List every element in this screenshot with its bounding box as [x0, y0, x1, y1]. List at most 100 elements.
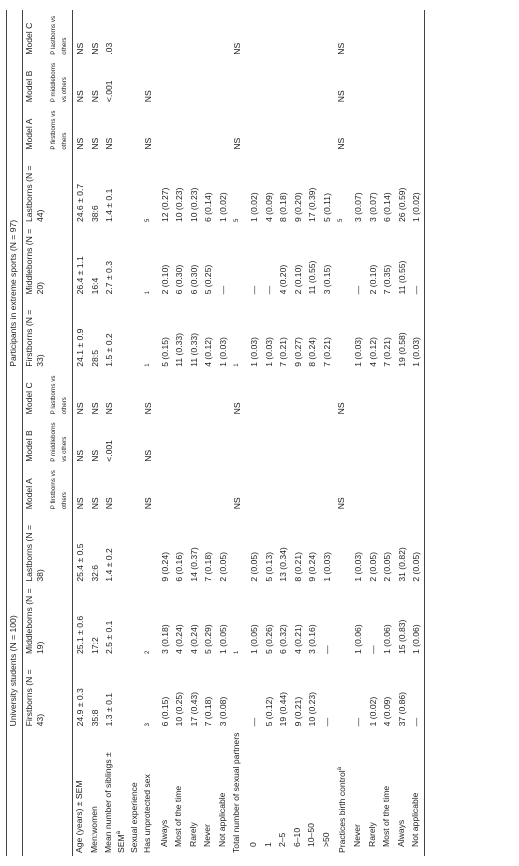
data-table: University students (N = 100) Participant…	[6, 10, 425, 856]
cell-value: —	[321, 717, 332, 727]
cell: 1 (0.02)	[247, 153, 262, 225]
cell: 9 (0.20)	[291, 153, 306, 225]
cell-value: 24.6 ± 0.7	[75, 183, 85, 223]
cell	[128, 58, 141, 105]
cell: 1	[230, 585, 246, 657]
cell: 5 (0.29)	[201, 585, 216, 657]
column-header: Firstborns (N = 43)	[24, 669, 45, 727]
cell: 6 (0.30)	[172, 225, 187, 297]
cell: NS	[141, 370, 157, 418]
cell-value: NS	[232, 42, 243, 55]
cell	[128, 465, 141, 512]
cell-value: 25.4 ± 0.5	[75, 543, 85, 582]
cell: 5 (0.15)	[158, 297, 173, 369]
cell-value: 17:2	[89, 637, 100, 654]
cell-value: NS	[89, 137, 100, 150]
table-row: 6–10 9 (0.21) 4 (0.21) 8 (0.21) 9 (0.27) 2 (0…	[291, 10, 306, 856]
cell	[380, 10, 395, 58]
cell	[320, 370, 335, 418]
row-label: Sexual experience	[128, 729, 141, 856]
cell-value: 6 (0.32)	[278, 624, 289, 654]
cell-value: <.001	[104, 440, 115, 462]
footnote-mark: a	[116, 831, 123, 835]
table-row: 0 — 1 (0.05) 2 (0.05) 1 (0.03) — 1 (0.02)	[247, 10, 262, 856]
cell: 1 (0.02)	[409, 152, 425, 226]
cell: 4 (0.12)	[366, 297, 381, 369]
cell	[320, 10, 335, 58]
row-label: Never	[201, 729, 216, 856]
row-label: 10–50	[305, 729, 320, 856]
cell: 5 (0.11)	[320, 153, 335, 225]
cell-value: 9 (0.24)	[159, 552, 170, 582]
cell: 16:4	[88, 225, 103, 297]
table-row: Practices birth controla NS NS 5 NS NS NS	[334, 10, 350, 856]
cell	[409, 105, 425, 153]
cell-value: —	[367, 645, 378, 654]
cell-value: 5 (0.13)	[263, 552, 274, 582]
column-header: Lastborns (N = 38)	[24, 525, 45, 582]
cell-value: 19 (0.44)	[278, 691, 289, 727]
cell-value: 2 (0.10)	[292, 264, 303, 295]
cell	[158, 417, 173, 464]
table-row: 10–50 10 (0.23) 3 (0.16) 9 (0.24) 8 (0.24) 11…	[305, 10, 320, 856]
cell	[230, 225, 246, 297]
cell	[395, 370, 410, 418]
row-label-text: Never	[351, 824, 362, 847]
cell: 6 (0.14)	[201, 153, 216, 225]
cell	[351, 370, 366, 418]
cell: —	[409, 657, 425, 730]
table-row: Not applicable 3 (0.08) 1 (0.05) 2 (0.05) 1 …	[216, 10, 231, 856]
cell: 31 (0.82)	[395, 512, 410, 584]
column-header: Model B	[24, 430, 34, 462]
cell-value: 24.1 ± 0.9	[75, 328, 85, 367]
cell	[351, 58, 366, 105]
cell	[305, 465, 320, 512]
cell	[216, 417, 231, 464]
cell	[291, 10, 306, 58]
cell: NS	[230, 465, 246, 512]
cell	[172, 417, 187, 464]
cell	[172, 370, 187, 418]
cell: 3 (0.07)	[351, 153, 366, 225]
cell: 7 (0.21)	[320, 297, 335, 369]
cell: 5 (0.25)	[201, 225, 216, 297]
cell: 7 (0.35)	[380, 225, 395, 297]
cell-value: 15 (0.83)	[396, 619, 407, 654]
cell: <.001	[102, 58, 128, 105]
row-label: Never	[351, 729, 366, 856]
cell: 2 (0.05)	[409, 512, 425, 585]
cell: 6 (0.15)	[158, 657, 173, 729]
blank	[47, 297, 73, 370]
cell-value: 2 (0.05)	[217, 552, 228, 582]
blank	[47, 729, 73, 856]
cell	[409, 464, 425, 513]
group-header: Participants in extreme sports (N = 97)	[6, 10, 23, 370]
cell: 4 (0.09)	[380, 657, 395, 729]
row-label: Not applicable	[409, 729, 425, 856]
cell-value: 19 (0.58)	[396, 332, 407, 367]
cell-value: 2.7 ± 0.3	[104, 261, 115, 295]
cell-value: 6 (0.14)	[203, 192, 214, 223]
cell: 5	[141, 153, 157, 225]
cell: 11 (0.55)	[395, 225, 410, 297]
cell-value: 1 (0.03)	[321, 552, 332, 582]
cell	[128, 657, 141, 729]
cell: 2 (0.10)	[158, 225, 173, 297]
cell: 5	[230, 153, 246, 225]
cell-value: 6 (0.16)	[174, 552, 185, 582]
cell-value: 31 (0.82)	[396, 547, 407, 582]
cell	[276, 417, 291, 464]
cell	[141, 512, 157, 584]
cell	[262, 370, 277, 418]
row-label: Always	[395, 729, 410, 856]
row-label: Most of the time	[380, 729, 395, 856]
cell	[334, 585, 350, 657]
table-row: Rarely 1 (0.02) — 2 (0.05) 4 (0.12) 2 (0.10) 3…	[366, 10, 381, 856]
row-label-text: 10–50	[306, 823, 317, 847]
cell	[320, 417, 335, 464]
cell-value: 24.9 ± 0.3	[75, 688, 85, 727]
cell-value: 32:6	[89, 564, 100, 582]
cell	[334, 657, 350, 729]
cell	[291, 465, 306, 512]
cell: 3	[141, 657, 157, 729]
